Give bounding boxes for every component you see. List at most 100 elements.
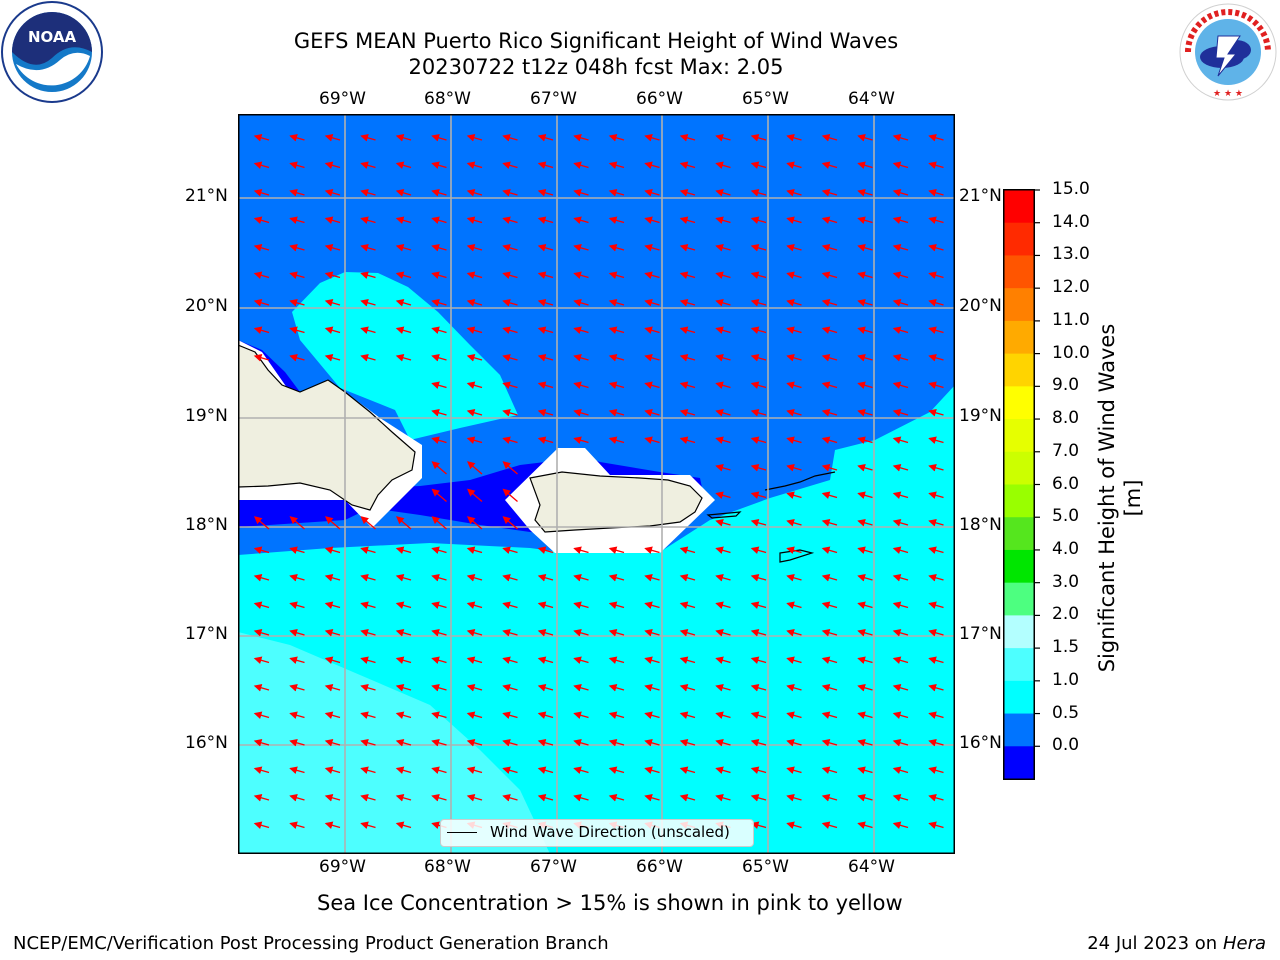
wind-wave-arrow	[786, 464, 802, 472]
wind-wave-arrow	[608, 601, 625, 610]
colorbar-tick-label: 8.0	[1052, 408, 1080, 429]
wind-wave-arrow	[928, 326, 944, 335]
wind-wave-arrow	[679, 601, 696, 610]
lat-label-left-19n: 19°N	[185, 406, 228, 426]
wind-wave-arrow	[431, 271, 447, 280]
wind-wave-arrow	[750, 491, 767, 500]
wind-wave-arrow	[289, 244, 305, 252]
legend-label: Wind Wave Direction (unscaled)	[490, 823, 730, 841]
wind-wave-arrow	[892, 601, 909, 610]
wind-wave-arrow	[395, 189, 412, 197]
wind-wave-arrow	[360, 656, 376, 665]
wind-wave-arrow	[324, 574, 341, 582]
wind-wave-arrow	[395, 354, 412, 362]
wind-wave-arrow	[573, 629, 589, 637]
wind-wave-arrow	[573, 161, 589, 170]
wind-wave-arrow	[857, 821, 873, 830]
colorbar-tick-label: 11.0	[1052, 309, 1090, 330]
wind-wave-arrow	[324, 161, 341, 170]
wind-wave-arrow	[786, 794, 802, 802]
wind-wave-arrow	[715, 409, 731, 417]
wind-wave-arrow	[431, 436, 447, 445]
wind-wave-arrow	[502, 409, 518, 417]
wind-wave-arrow	[892, 161, 909, 170]
colorbar-segment	[1004, 517, 1034, 551]
wind-wave-arrow	[608, 381, 625, 390]
wind-wave-arrow	[537, 189, 554, 197]
wind-wave-arrow	[679, 436, 696, 445]
wind-wave-arrow	[608, 354, 625, 362]
wind-wave-arrow	[644, 684, 660, 692]
wind-wave-arrow	[502, 216, 518, 225]
colorbar-tick-label: 0.5	[1052, 702, 1080, 723]
wind-wave-arrow	[325, 516, 341, 530]
wind-wave-arrow	[892, 491, 909, 500]
wind-wave-arrow	[466, 381, 483, 390]
wind-wave-arrow	[750, 244, 767, 252]
wind-wave-arrow	[821, 519, 838, 527]
wind-wave-arrow	[715, 656, 731, 665]
wind-wave-arrow	[253, 794, 270, 802]
wind-wave-arrow	[857, 739, 873, 747]
wind-wave-arrow	[253, 271, 270, 280]
wind-wave-arrow	[892, 134, 909, 142]
wind-wave-arrow	[821, 684, 838, 692]
wind-wave-arrow	[502, 189, 518, 197]
wind-wave-arrow	[537, 161, 554, 170]
wind-wave-arrow	[750, 326, 767, 335]
wind-wave-arrows	[253, 134, 944, 830]
wind-wave-arrow	[466, 574, 483, 582]
wind-wave-arrow	[892, 244, 909, 252]
wind-wave-arrow	[715, 794, 731, 802]
wind-wave-arrow	[573, 574, 589, 582]
wind-wave-arrow	[360, 326, 376, 335]
wind-wave-arrow	[573, 299, 589, 307]
wind-wave-arrow	[502, 488, 518, 502]
wind-wave-arrow	[928, 546, 944, 555]
wind-wave-arrow	[786, 271, 802, 280]
wind-wave-arrow	[750, 299, 767, 307]
wind-wave-arrow	[750, 684, 767, 692]
wind-wave-arrow	[892, 216, 909, 225]
wind-wave-arrow	[502, 271, 518, 280]
wind-wave-arrow	[253, 244, 270, 252]
wind-wave-arrow	[395, 766, 412, 775]
wind-wave-arrow	[466, 739, 483, 747]
wind-wave-arrow	[324, 354, 341, 362]
wind-wave-arrow	[360, 821, 376, 830]
graticule	[238, 114, 955, 854]
wind-wave-arrow	[821, 354, 838, 362]
wind-wave-arrow	[786, 244, 802, 252]
wind-wave-arrow	[928, 629, 944, 637]
wind-wave-arrow	[573, 711, 589, 720]
colorbar-tick-label: 2.0	[1052, 604, 1080, 625]
colorbar-segment	[1004, 746, 1034, 780]
wind-wave-arrow	[466, 134, 483, 142]
wind-wave-arrow	[289, 546, 305, 555]
wind-wave-arrow	[573, 766, 589, 775]
wind-wave-arrow	[466, 244, 483, 252]
wind-wave-arrow	[821, 216, 838, 225]
wind-wave-arrow	[467, 488, 483, 502]
wind-wave-arrow	[786, 216, 802, 225]
wind-wave-arrow	[360, 546, 376, 555]
wind-wave-arrow	[857, 299, 873, 307]
wind-wave-arrow	[644, 161, 660, 170]
wind-wave-arrow	[857, 354, 873, 362]
wind-wave-arrow	[537, 601, 554, 610]
wind-wave-arrow	[431, 794, 447, 802]
wind-wave-arrow	[289, 326, 305, 335]
colorbar-tick-label: 14.0	[1052, 211, 1090, 232]
wind-wave-arrow	[715, 711, 731, 720]
wind-wave-arrow	[502, 574, 518, 582]
wind-wave-arrow	[715, 574, 731, 582]
colorbar-segment	[1004, 419, 1034, 453]
colorbar-segment	[1004, 484, 1034, 518]
wind-wave-arrow	[396, 516, 412, 530]
wind-wave-arrow	[573, 189, 589, 197]
wind-wave-arrow	[644, 326, 660, 335]
wind-wave-arrow	[750, 766, 767, 775]
wind-wave-arrow	[892, 519, 909, 527]
wind-wave-arrow	[537, 244, 554, 252]
wind-wave-arrow	[360, 629, 376, 637]
